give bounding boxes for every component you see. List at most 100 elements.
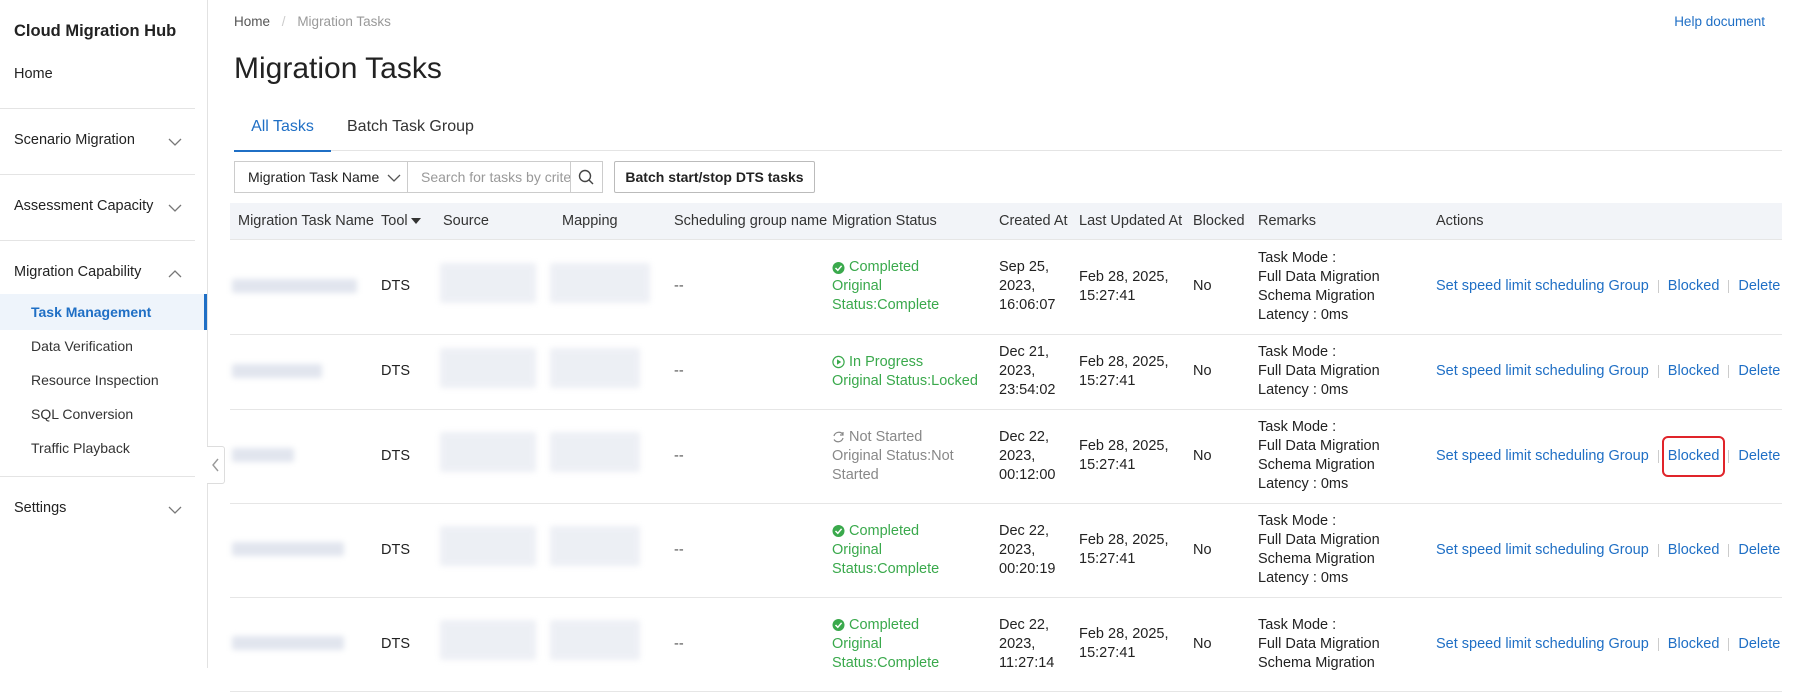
remarks-cell: Task Mode : Full Data Migration Schema Mig… — [1258, 239, 1380, 334]
action-link[interactable]: Blocked — [1661, 435, 1726, 477]
blurred-mapping — [550, 262, 650, 303]
submenu-item[interactable]: SQL Conversion — [31, 406, 134, 422]
column-header: Actions — [1436, 203, 1484, 239]
blurred-mapping — [550, 432, 640, 472]
search-icon — [578, 169, 594, 185]
tab[interactable]: All Tasks — [234, 118, 331, 152]
updated-at: Feb 28, 2025, 15:27:41 — [1079, 438, 1169, 473]
action-link[interactable]: Blocked — [1667, 541, 1720, 558]
remarks-cell: Task Mode : Full Data Migration Latency : … — [1258, 334, 1380, 409]
blocked: No — [1193, 447, 1212, 464]
chevron — [168, 506, 182, 514]
help-link[interactable]: Help document — [1674, 14, 1765, 29]
blocked: No — [1193, 541, 1212, 558]
action-link[interactable]: Set speed limit scheduling Group — [1436, 447, 1649, 464]
scheduling-cell: -- — [674, 597, 684, 691]
search-button[interactable] — [570, 161, 603, 193]
table-row: DTS -- Completed Original Status:Complete De… — [230, 597, 1782, 692]
action-link[interactable]: Set speed limit scheduling Group — [1436, 278, 1649, 294]
submenu-item[interactable]: Resource Inspection — [31, 372, 159, 388]
tool: DTS — [381, 635, 410, 652]
action-link[interactable]: Delete — [1738, 278, 1781, 294]
tool-cell: DTS — [381, 409, 410, 503]
remark-line: Task Mode : — [1258, 419, 1337, 435]
menu-group[interactable]: Migration Capability — [14, 264, 142, 280]
remark-line: Full Data Migration — [1258, 438, 1380, 454]
menu-item[interactable]: Scenario Migration — [14, 132, 135, 148]
blurred-source — [440, 526, 536, 566]
scheduling-group: -- — [674, 278, 684, 294]
updated-cell: Feb 28, 2025, 15:27:41 — [1079, 239, 1179, 334]
status-icon — [832, 355, 845, 369]
action-link[interactable]: Blocked — [1667, 278, 1720, 294]
column-header: Migration Task Name — [238, 203, 374, 239]
blocked-cell: No — [1193, 503, 1212, 597]
menu-item[interactable]: Home — [14, 66, 53, 82]
updated-at: Feb 28, 2025, 15:27:41 — [1079, 268, 1169, 304]
status-cell: Completed Original Status:Complete — [832, 239, 992, 334]
menu-separator — [0, 108, 195, 109]
action-link[interactable]: Delete — [1738, 447, 1781, 464]
submenu-item[interactable]: Traffic Playback — [31, 440, 130, 456]
column-header-label: Actions — [1436, 213, 1484, 229]
updated-cell: Feb 28, 2025, 15:27:41 — [1079, 409, 1179, 503]
status-cell: Completed Original Status:Complete — [832, 503, 992, 597]
tool: DTS — [381, 541, 410, 558]
action-separator — [1657, 449, 1659, 463]
blocked-cell: No — [1193, 597, 1212, 691]
collapse-button[interactable] — [207, 446, 225, 484]
column-header-label: Migration Task Name — [238, 213, 374, 229]
status-label: Completed — [849, 616, 920, 633]
created-at: Dec 21, 2023, 23:54:02 — [999, 344, 1056, 398]
remark-line: Task Mode : — [1258, 513, 1337, 529]
status: Completed — [832, 616, 992, 635]
blurred-name — [232, 278, 357, 293]
scheduling-cell: -- — [674, 409, 684, 503]
submenu-item[interactable]: Data Verification — [31, 338, 133, 354]
batch-button[interactable]: Batch start/stop DTS tasks — [614, 161, 815, 193]
action-link[interactable]: Blocked — [1667, 363, 1720, 379]
tool-cell: DTS — [381, 503, 410, 597]
action-link[interactable]: Delete — [1738, 363, 1781, 379]
column-header: Tool — [381, 203, 424, 239]
action-link[interactable]: Set speed limit scheduling Group — [1436, 635, 1649, 652]
updated-at: Feb 28, 2025, 15:27:41 — [1079, 353, 1169, 389]
column-header: Last Updated At — [1079, 203, 1182, 239]
created-at: Dec 22, 2023, 11:27:14 — [999, 616, 1055, 671]
breadcrumb-item[interactable]: Home — [234, 14, 271, 29]
action-link[interactable]: Blocked — [1667, 635, 1720, 652]
filter-select[interactable]: Migration Task Name — [234, 161, 408, 193]
column-header-label: Scheduling group name — [674, 213, 828, 229]
tab-bar-line — [234, 150, 1782, 151]
status-icon — [832, 261, 845, 274]
action-link[interactable]: Delete — [1738, 635, 1781, 652]
tab[interactable]: Batch Task Group — [347, 118, 474, 135]
action-link[interactable]: Delete — [1738, 541, 1781, 558]
scheduling-group: -- — [674, 363, 684, 379]
sort-icon[interactable] — [408, 216, 424, 226]
original-status: Original Status:Complete — [832, 278, 940, 313]
menu-item[interactable]: Settings — [14, 500, 67, 516]
status-cell: Completed Original Status:Complete — [832, 597, 992, 691]
column-header-label: Migration Status — [832, 213, 937, 229]
remark-line: Task Mode : — [1258, 344, 1337, 360]
action-separator — [1728, 280, 1730, 293]
table-row: DTS -- Completed Original Status:Complete De… — [230, 503, 1782, 598]
action-link[interactable]: Set speed limit scheduling Group — [1436, 541, 1649, 558]
remark-line: Full Data Migration — [1258, 268, 1380, 285]
action-separator — [1728, 543, 1730, 557]
menu-item[interactable]: Assessment Capacity — [14, 198, 154, 214]
actions-cell: Set speed limit scheduling Group Blocked D… — [1436, 334, 1780, 409]
scheduling-group: -- — [674, 635, 684, 652]
submenu-item[interactable]: Task Management — [0, 294, 207, 330]
chevron — [168, 138, 182, 146]
task-table: Migration Task Name Tool Source Mapping Sche… — [230, 203, 1782, 692]
action-separator — [1728, 365, 1730, 378]
status-label: Completed — [849, 259, 920, 275]
table-header: Migration Task Name Tool Source Mapping Sche… — [230, 203, 1782, 240]
status-icon — [832, 619, 845, 631]
search-input[interactable]: Search for tasks by criteria — [407, 161, 571, 193]
column-header: Mapping — [562, 203, 618, 239]
created-at: Dec 22, 2023, 00:20:19 — [999, 522, 1056, 577]
action-link[interactable]: Set speed limit scheduling Group — [1436, 363, 1649, 379]
